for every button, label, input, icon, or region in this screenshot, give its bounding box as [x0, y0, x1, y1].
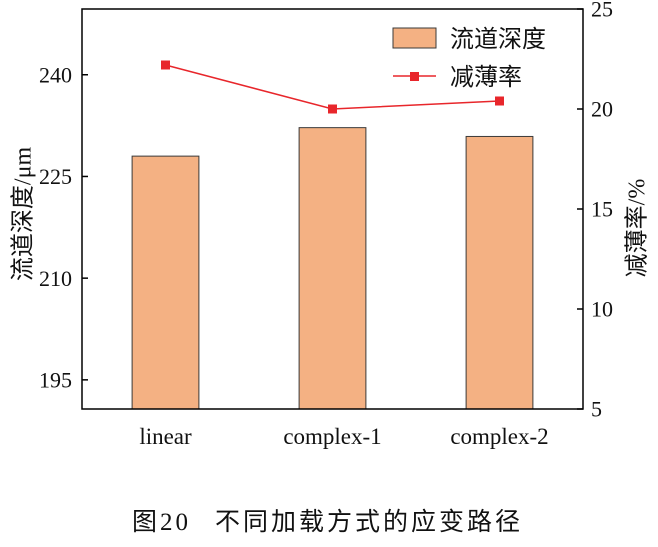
legend-label-bar: 流道深度	[450, 26, 546, 53]
bar-complex-2	[465, 135, 534, 410]
left-axis-tick-label: 240	[39, 62, 72, 87]
line-point-complex-2	[495, 96, 504, 106]
legend-swatch-bar	[392, 27, 437, 49]
right-axis-tick-label: 10	[591, 297, 613, 322]
left-axis-tick-labels: 195 210 225 240	[39, 62, 72, 392]
figure-caption-text: 不同加载方式的应变路径	[215, 508, 523, 536]
x-axis-tick-label: linear	[139, 424, 192, 449]
x-axis-category-labels: linear complex-1 complex-2	[139, 424, 548, 449]
right-axis-title: 减薄率/%	[623, 179, 650, 278]
right-axis-tick-label: 5	[591, 397, 602, 422]
bar-linear	[131, 155, 200, 410]
line-point-complex-1	[328, 104, 337, 114]
right-axis-tick-labels: 5 10 15 20 25	[591, 0, 613, 422]
figure-number: 图20	[132, 509, 191, 536]
right-axis-tick-label: 15	[591, 197, 613, 222]
x-axis-tick-label: complex-2	[450, 424, 548, 449]
bar-complex-1	[298, 127, 367, 410]
figure-caption: 图20 不同加载方式的应变路径	[132, 508, 523, 536]
legend-marker-square	[410, 72, 419, 81]
bar-series	[131, 127, 534, 410]
left-axis-tick-label: 210	[39, 266, 72, 291]
left-axis-tick-label: 225	[39, 164, 72, 189]
left-axis-title: 流道深度/μm	[9, 147, 36, 282]
line-point-linear	[161, 60, 170, 70]
right-axis-tick-label: 20	[591, 97, 613, 122]
x-axis-tick-label: complex-1	[283, 424, 381, 449]
left-axis-tick-label: 195	[39, 368, 72, 393]
axis-ticks	[82, 8, 583, 410]
right-axis-tick-label: 25	[591, 0, 613, 22]
legend-label-line: 减薄率	[450, 64, 522, 91]
line-series	[161, 60, 504, 114]
legend: 流道深度 减薄率	[392, 26, 546, 91]
